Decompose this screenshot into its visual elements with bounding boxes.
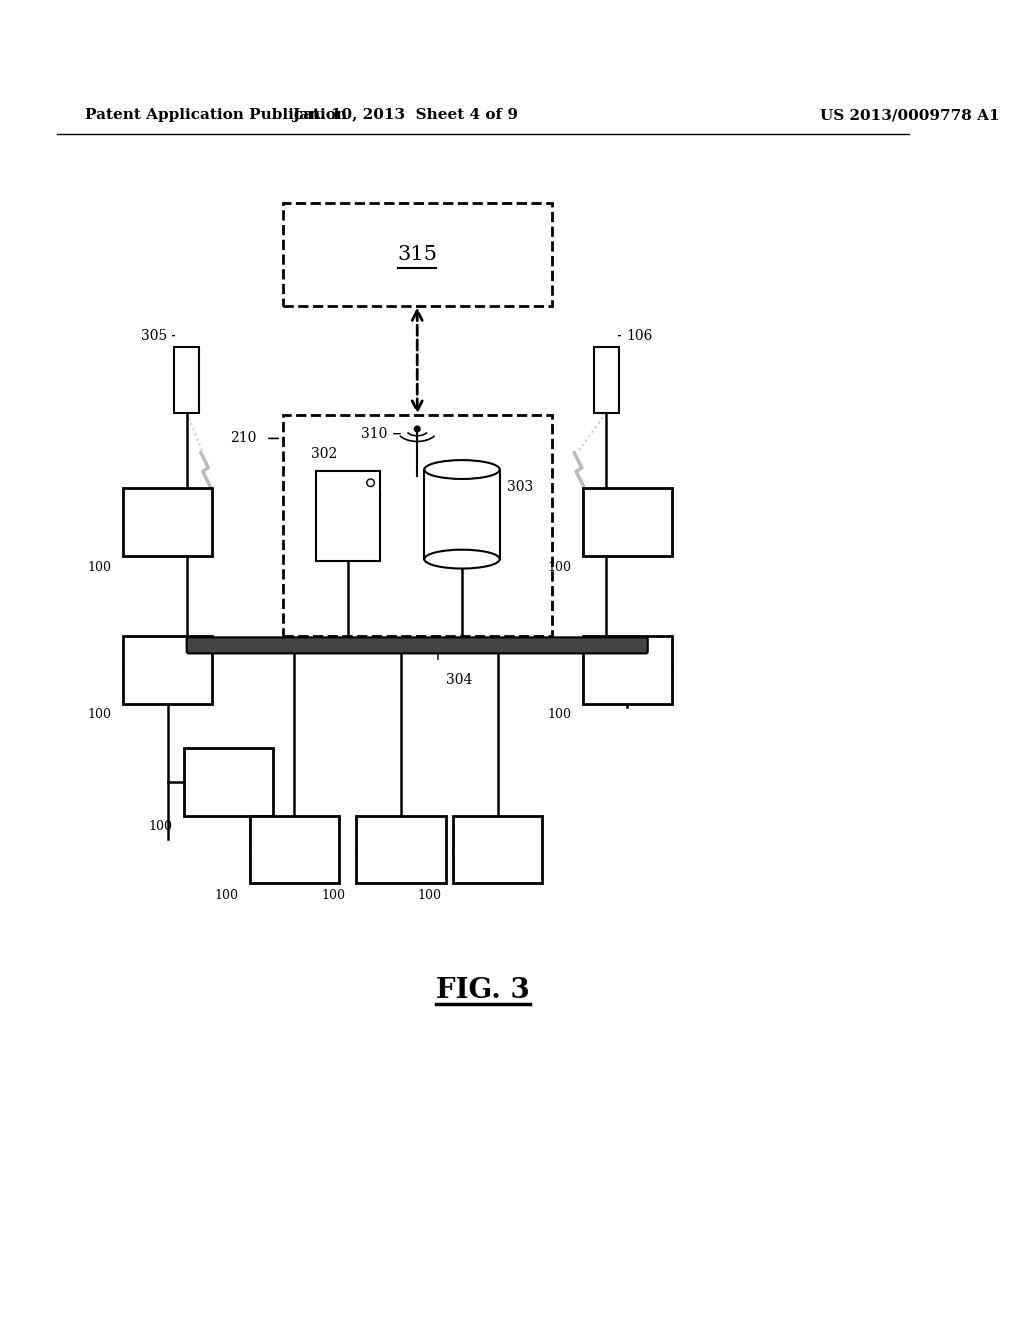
Text: 106: 106 xyxy=(626,329,652,343)
Text: 315: 315 xyxy=(397,246,437,264)
Text: 100: 100 xyxy=(215,890,239,903)
Bar xyxy=(315,471,380,561)
Text: 210: 210 xyxy=(230,432,256,445)
Circle shape xyxy=(415,426,420,432)
Text: 100: 100 xyxy=(548,561,571,574)
Text: FIG. 3: FIG. 3 xyxy=(436,977,529,1003)
Bar xyxy=(174,347,199,413)
Bar xyxy=(594,347,618,413)
Ellipse shape xyxy=(424,461,500,479)
Text: 100: 100 xyxy=(87,561,112,574)
Text: 100: 100 xyxy=(417,890,441,903)
Bar xyxy=(123,636,212,705)
Bar xyxy=(283,203,552,306)
Text: Jan. 10, 2013  Sheet 4 of 9: Jan. 10, 2013 Sheet 4 of 9 xyxy=(293,108,518,121)
Text: 303: 303 xyxy=(507,479,534,494)
Bar xyxy=(123,488,212,556)
Bar xyxy=(453,816,542,883)
Bar xyxy=(283,414,552,636)
Text: 100: 100 xyxy=(87,709,112,721)
Text: 302: 302 xyxy=(311,447,337,462)
Bar xyxy=(356,816,446,883)
Bar xyxy=(583,636,673,705)
Text: 100: 100 xyxy=(148,821,173,833)
Text: 304: 304 xyxy=(445,673,472,686)
Text: 100: 100 xyxy=(548,709,571,721)
Text: US 2013/0009778 A1: US 2013/0009778 A1 xyxy=(820,108,999,121)
Text: 305: 305 xyxy=(140,329,167,343)
Bar xyxy=(424,470,500,560)
Text: Patent Application Publication: Patent Application Publication xyxy=(85,108,347,121)
Ellipse shape xyxy=(424,549,500,569)
Text: 310: 310 xyxy=(360,426,387,441)
FancyBboxPatch shape xyxy=(186,638,648,653)
Text: 100: 100 xyxy=(322,890,345,903)
Bar xyxy=(184,747,273,816)
Bar xyxy=(250,816,339,883)
Bar xyxy=(583,488,673,556)
